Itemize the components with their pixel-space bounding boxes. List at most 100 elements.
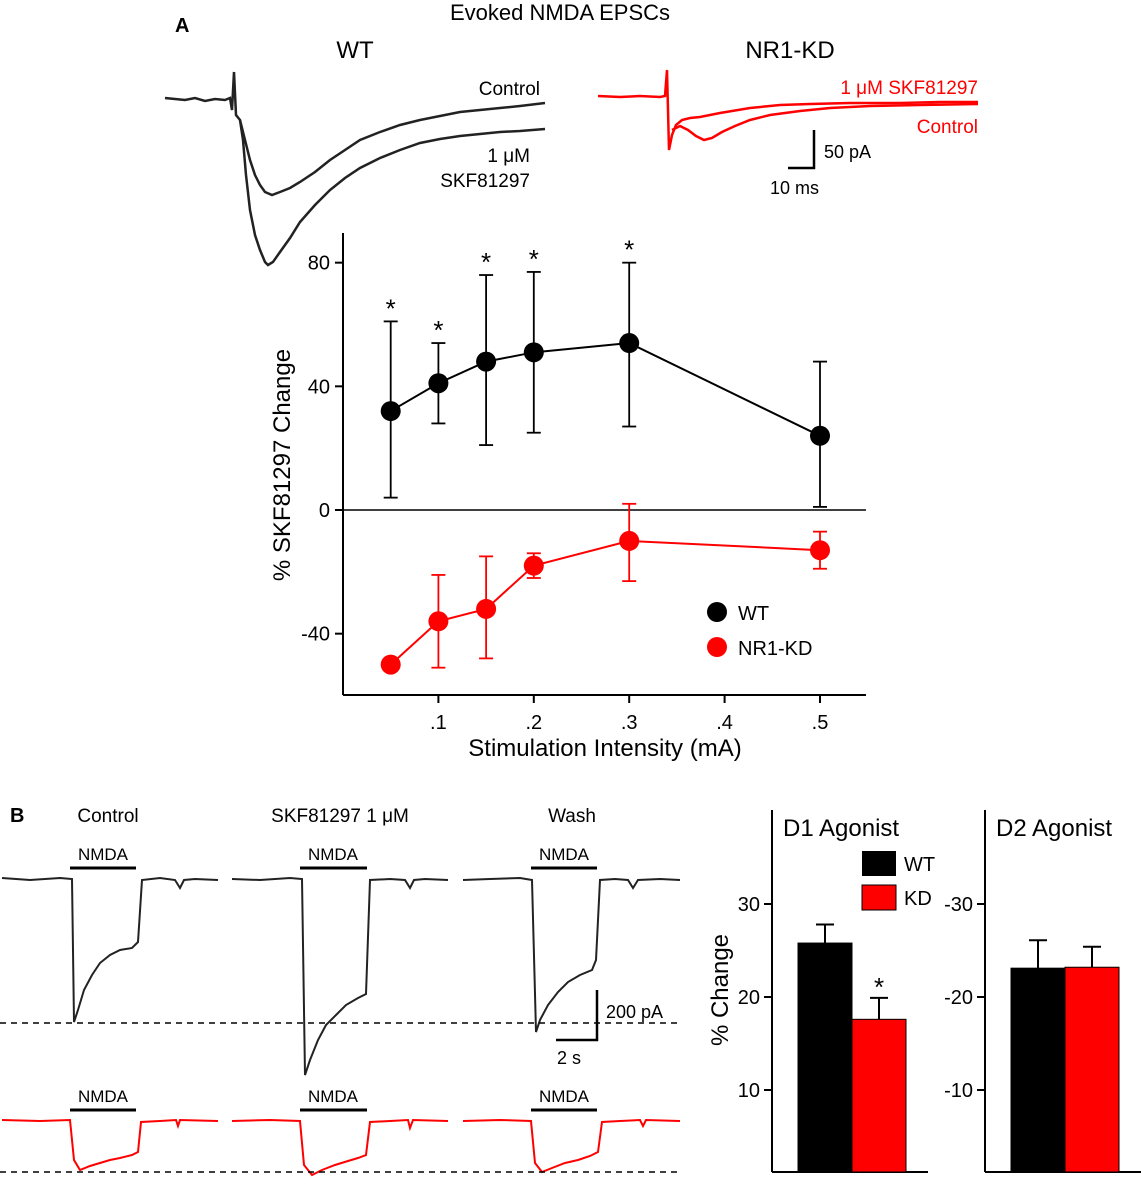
kd-control-trace <box>597 69 978 151</box>
y-tick-label: 20 <box>738 987 760 1009</box>
kd-title: NR1-KD <box>745 37 834 64</box>
d2-title: D2 Agonist <box>996 815 1112 842</box>
data-point-wt <box>428 373 449 394</box>
nmda-label: NMDA <box>308 1087 359 1106</box>
data-point-nr1-kd <box>619 530 640 551</box>
data-point-wt <box>619 333 640 354</box>
wt-control-label: Control <box>479 79 540 100</box>
panel-a-title: Evoked NMDA EPSCs <box>450 0 670 25</box>
kd-control-label: Control <box>917 117 978 138</box>
y-tick-label: -20 <box>944 987 973 1009</box>
nmda-label: NMDA <box>78 1087 129 1106</box>
wt-control-trace <box>238 101 546 197</box>
kd-trace-control <box>1 1118 219 1172</box>
x-tick-label: .2 <box>525 712 542 734</box>
condition-label-wash: Wash <box>548 806 596 827</box>
bar-kd <box>1064 966 1120 1173</box>
wt-trace-control <box>1 876 219 1023</box>
y-tick-label: -10 <box>944 1080 973 1102</box>
wt-evoked-traces <box>164 71 546 267</box>
nmda-application-markers-wt: NMDA NMDA NMDA <box>70 845 597 870</box>
d1-legend-swatch-wt <box>862 851 896 876</box>
panel-a-label: A <box>175 15 189 37</box>
d1-bars: * <box>797 923 907 1173</box>
scale-bar-b-x-label: 2 s <box>557 1048 581 1068</box>
x-tick-label: .1 <box>430 712 447 734</box>
d1-legend-label-kd: KD <box>904 888 932 910</box>
condition-label-control: Control <box>77 806 138 827</box>
d1-y-label: % Change <box>707 934 734 1046</box>
legend-label-wt: WT <box>738 603 769 625</box>
intensity-line-chart: % SKF81297 Change Stimulation Intensity … <box>269 233 866 762</box>
data-point-nr1-kd <box>428 611 449 632</box>
significance-marker: * <box>433 315 443 345</box>
y-tick-label: -40 <box>301 624 330 646</box>
nmda-label: NMDA <box>539 845 590 864</box>
x-tick-label: .3 <box>621 712 638 734</box>
data-point-nr1-kd <box>380 654 401 675</box>
d1-title: D1 Agonist <box>783 815 899 842</box>
y-tick-label: 80 <box>308 253 330 275</box>
kd-drug-trace <box>671 102 979 142</box>
d1-legend-swatch-kd <box>861 884 897 911</box>
bar-kd <box>851 1018 907 1173</box>
significance-marker: * <box>874 972 884 1002</box>
line-chart-y-label: % SKF81297 Change <box>269 349 296 581</box>
d2-ticks: -10 -20 -30 <box>944 894 985 1102</box>
scale-bar-b <box>556 990 599 1042</box>
nmda-label: NMDA <box>78 845 129 864</box>
panel-b-label: B <box>10 805 24 827</box>
series-line-wt <box>390 342 821 437</box>
y-tick-label: 40 <box>308 376 330 398</box>
data-point-nr1-kd <box>810 540 830 561</box>
series-line-nr1-kd <box>390 539 821 666</box>
d2-agonist-bar-chart: D2 Agonist -10 -20 -30 <box>944 810 1141 1173</box>
wt-drug-label-2: SKF81297 <box>440 171 530 192</box>
d1-ticks: 10 20 30 <box>738 894 772 1102</box>
nmda-label: NMDA <box>308 845 359 864</box>
line-chart-x-label: Stimulation Intensity (mA) <box>468 735 741 762</box>
data-point-wt <box>380 401 401 422</box>
scale-bar-b-y-label: 200 pA <box>606 1002 663 1022</box>
scale-bar-a-y-label: 50 pA <box>824 142 871 162</box>
wt-trace-skf <box>231 876 449 1076</box>
legend-label-kd: NR1-KD <box>738 638 812 660</box>
scale-bar-a-x-label: 10 ms <box>770 178 819 198</box>
x-tick-label: .4 <box>716 712 733 734</box>
y-tick-label: 0 <box>319 500 330 522</box>
significance-marker: * <box>481 247 491 277</box>
d2-bars <box>1010 939 1120 1173</box>
significance-marker: * <box>529 244 539 274</box>
kd-trace-wash <box>462 1118 681 1174</box>
bar-wt <box>1010 967 1066 1173</box>
legend-marker-wt <box>707 602 727 622</box>
bar-wt <box>797 942 853 1173</box>
y-tick-label: -30 <box>944 894 973 916</box>
wt-drug-label-1: 1 μM <box>487 146 530 167</box>
line-chart-legend: WT NR1-KD <box>707 602 812 660</box>
data-point-wt <box>476 351 497 372</box>
y-tick-label: 30 <box>738 894 760 916</box>
data-point-wt <box>810 425 830 446</box>
line-chart-ticks: .1 .2 .3 .4 .5 -40 0 40 80 <box>301 253 828 734</box>
kd-evoked-traces <box>597 69 979 151</box>
d1-legend-label-wt: WT <box>904 854 935 876</box>
wt-title: WT <box>336 37 374 64</box>
nmda-label: NMDA <box>539 1087 590 1106</box>
scale-bar-a <box>788 130 816 170</box>
significance-marker: * <box>624 235 634 265</box>
significance-marker: * <box>386 293 396 323</box>
condition-label-skf: SKF81297 1 μM <box>271 806 409 827</box>
wt-trace-wash <box>462 876 681 1033</box>
data-point-nr1-kd <box>523 555 544 576</box>
kd-trace-skf <box>231 1118 449 1177</box>
kd-drug-label: 1 μM SKF81297 <box>840 78 978 99</box>
y-tick-label: 10 <box>738 1080 760 1102</box>
d1-legend: WT KD <box>861 851 935 911</box>
legend-marker-kd <box>707 637 727 657</box>
d1-agonist-bar-chart: D1 Agonist % Change 10 20 30 * WT KD <box>707 810 935 1173</box>
data-point-wt <box>523 342 544 363</box>
nmda-application-markers-kd: NMDA NMDA NMDA <box>70 1087 597 1112</box>
x-tick-label: .5 <box>812 712 829 734</box>
